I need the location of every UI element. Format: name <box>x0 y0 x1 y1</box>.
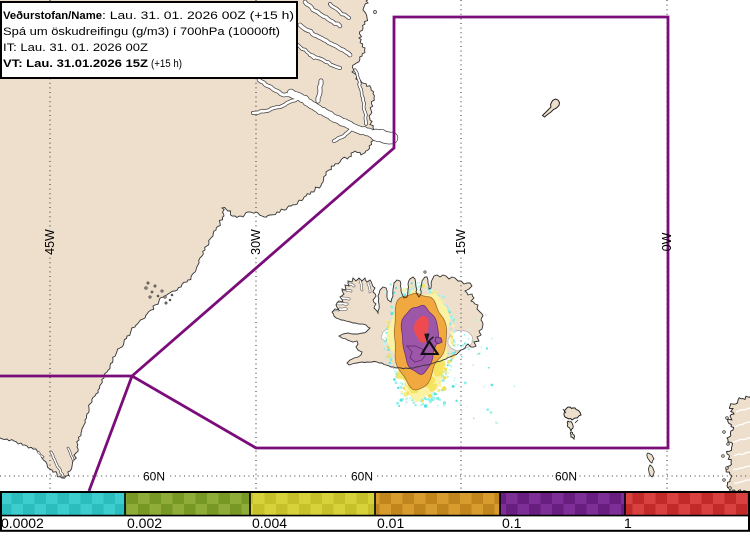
svg-text:15W: 15W <box>454 229 468 255</box>
svg-text:45W: 45W <box>43 229 57 255</box>
svg-text:0.01: 0.01 <box>377 515 404 531</box>
svg-text:30W: 30W <box>249 229 263 255</box>
svg-text:VT: Lau. 31.01.2026 15Z: VT: Lau. 31.01.2026 15Z <box>3 58 148 70</box>
svg-text:: Lau. 31. 01. 2026 00Z (+15 h: : Lau. 31. 01. 2026 00Z (+15 h) <box>102 10 294 22</box>
svg-text:60N: 60N <box>351 470 373 484</box>
svg-text:Spá um öskudreifingu (g/m3) í: Spá um öskudreifingu (g/m3) í 700hPa (10… <box>3 26 280 38</box>
svg-text:0.0002: 0.0002 <box>1 515 44 531</box>
svg-text:Veðurstofan/Name: Veðurstofan/Name <box>3 10 102 22</box>
svg-text:0.004: 0.004 <box>252 515 287 531</box>
svg-text:(+15 h): (+15 h) <box>151 58 182 70</box>
svg-text:0.1: 0.1 <box>502 515 522 531</box>
svg-text:0W: 0W <box>660 232 674 251</box>
svg-text:0.002: 0.002 <box>127 515 162 531</box>
svg-text:1: 1 <box>624 515 632 531</box>
svg-text:60N: 60N <box>143 470 165 484</box>
svg-text:60N: 60N <box>555 470 577 484</box>
svg-text:IT: Lau. 31. 01. 2026 00Z: IT: Lau. 31. 01. 2026 00Z <box>3 42 148 54</box>
